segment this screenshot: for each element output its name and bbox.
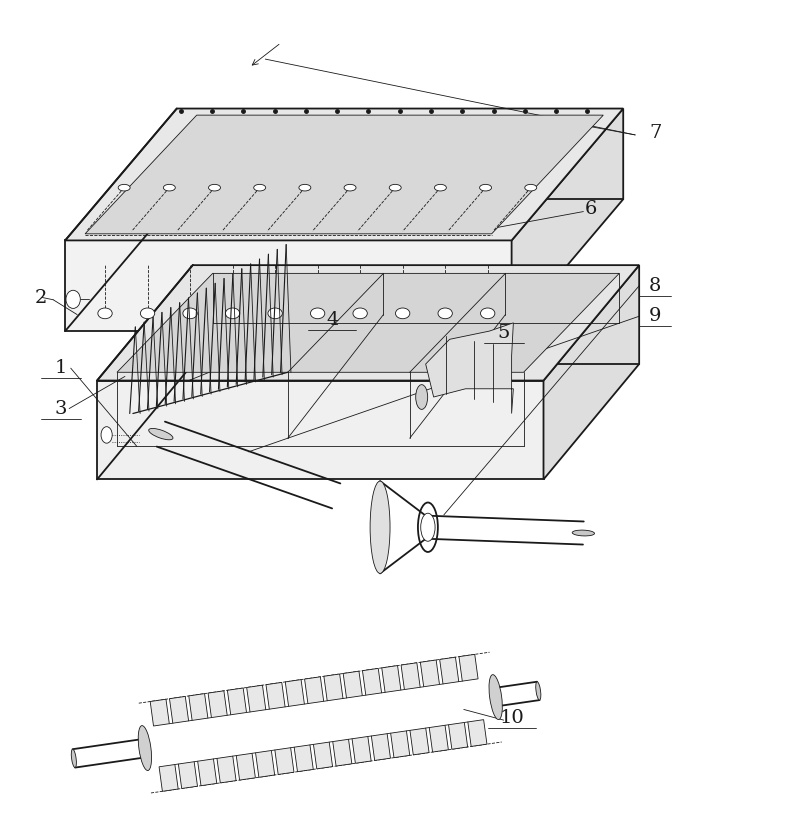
Ellipse shape — [140, 308, 154, 318]
Text: 9: 9 — [649, 308, 662, 325]
Polygon shape — [275, 748, 294, 774]
Polygon shape — [468, 719, 487, 747]
Text: 8: 8 — [649, 277, 662, 294]
Text: 1: 1 — [55, 359, 67, 377]
Ellipse shape — [149, 428, 173, 440]
Ellipse shape — [572, 530, 594, 536]
Ellipse shape — [66, 290, 80, 308]
Polygon shape — [178, 762, 198, 788]
Polygon shape — [217, 756, 236, 783]
Text: 3: 3 — [55, 400, 67, 418]
Polygon shape — [65, 241, 512, 331]
Polygon shape — [85, 115, 603, 234]
Polygon shape — [170, 696, 189, 723]
Polygon shape — [382, 666, 401, 692]
Polygon shape — [333, 739, 352, 766]
Polygon shape — [198, 759, 217, 786]
Text: 7: 7 — [649, 124, 662, 142]
Polygon shape — [390, 731, 410, 758]
Ellipse shape — [344, 184, 356, 191]
Polygon shape — [208, 691, 227, 718]
Ellipse shape — [138, 725, 151, 771]
Polygon shape — [426, 323, 514, 414]
Ellipse shape — [390, 184, 401, 191]
Polygon shape — [286, 680, 304, 706]
Text: 4: 4 — [326, 311, 338, 329]
Ellipse shape — [183, 308, 198, 318]
Ellipse shape — [421, 514, 435, 541]
Polygon shape — [449, 723, 468, 749]
Polygon shape — [65, 108, 623, 241]
Polygon shape — [150, 699, 170, 726]
Polygon shape — [266, 682, 285, 710]
Text: 2: 2 — [35, 289, 47, 307]
Ellipse shape — [209, 184, 221, 191]
Polygon shape — [255, 750, 274, 777]
Polygon shape — [420, 660, 439, 686]
Polygon shape — [305, 676, 324, 704]
Polygon shape — [410, 728, 429, 755]
Ellipse shape — [481, 308, 495, 318]
Ellipse shape — [71, 749, 76, 767]
Ellipse shape — [101, 427, 112, 443]
Polygon shape — [362, 668, 382, 696]
Ellipse shape — [370, 481, 390, 573]
Polygon shape — [543, 265, 639, 480]
Polygon shape — [97, 265, 639, 380]
Ellipse shape — [395, 308, 410, 318]
Ellipse shape — [118, 184, 130, 191]
Polygon shape — [512, 108, 623, 331]
Ellipse shape — [98, 308, 112, 318]
Text: 10: 10 — [499, 710, 524, 728]
Polygon shape — [324, 674, 343, 700]
Polygon shape — [430, 725, 448, 752]
Polygon shape — [294, 745, 314, 772]
Ellipse shape — [254, 184, 266, 191]
Ellipse shape — [536, 681, 541, 700]
Polygon shape — [159, 764, 178, 791]
Ellipse shape — [438, 308, 452, 318]
Polygon shape — [246, 686, 266, 712]
Polygon shape — [459, 654, 478, 681]
Ellipse shape — [268, 308, 282, 318]
Ellipse shape — [489, 675, 502, 719]
Polygon shape — [314, 742, 333, 769]
Polygon shape — [371, 734, 390, 761]
Polygon shape — [117, 274, 619, 372]
Polygon shape — [236, 753, 255, 780]
Polygon shape — [189, 694, 208, 720]
Ellipse shape — [479, 184, 491, 191]
Polygon shape — [227, 688, 246, 715]
Text: 5: 5 — [498, 323, 510, 342]
Polygon shape — [352, 737, 371, 763]
Ellipse shape — [525, 184, 537, 191]
Ellipse shape — [163, 184, 175, 191]
Ellipse shape — [310, 308, 325, 318]
Polygon shape — [440, 657, 458, 684]
Polygon shape — [401, 662, 420, 690]
Ellipse shape — [434, 184, 446, 191]
Ellipse shape — [416, 385, 428, 409]
Ellipse shape — [299, 184, 311, 191]
Ellipse shape — [353, 308, 367, 318]
Polygon shape — [343, 672, 362, 698]
Ellipse shape — [226, 308, 240, 318]
Text: 6: 6 — [585, 200, 598, 218]
Polygon shape — [97, 380, 543, 480]
